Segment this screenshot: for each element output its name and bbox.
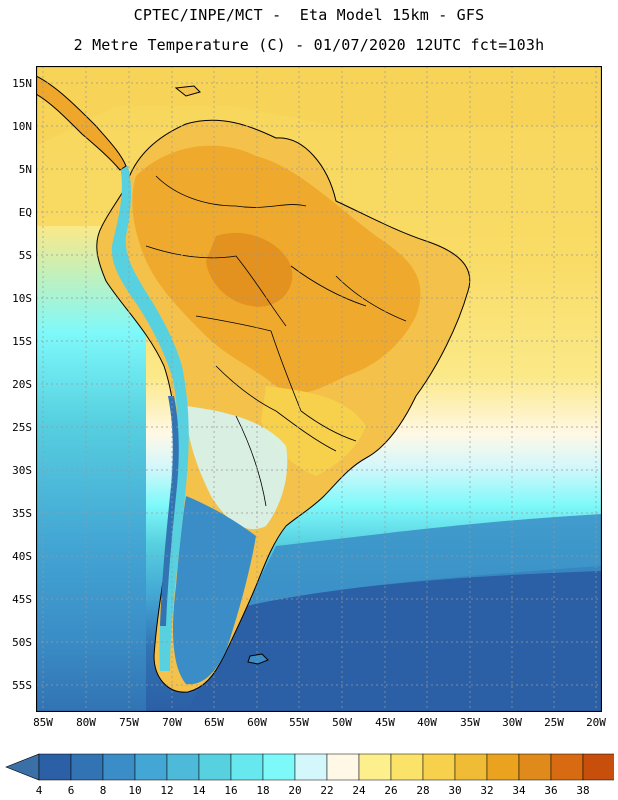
lat-label: 50S: [12, 636, 32, 649]
falkland-islands: [247, 653, 269, 665]
lon-label: 45W: [375, 716, 395, 729]
colorbar-swatch: [230, 753, 264, 781]
colorbar-swatch: [486, 753, 520, 781]
colorbar-swatch: [262, 753, 296, 781]
colorbar-tick: 22: [320, 784, 334, 797]
lat-label: 45S: [12, 593, 32, 606]
colorbar-swatch: [550, 753, 584, 781]
southern-mid-field: [246, 514, 602, 606]
lat-label: 10N: [12, 120, 32, 133]
map-frame: [36, 66, 602, 712]
colorbar-swatch: [134, 753, 168, 781]
lon-label: 35W: [460, 716, 480, 729]
colorbar-swatch: [70, 753, 104, 781]
lat-label: 35S: [12, 507, 32, 520]
caribbean-field: [36, 66, 602, 146]
pampa-cool-zone: [186, 406, 288, 530]
southern-cone-cold: [173, 496, 256, 685]
colorbar-tick: 36: [544, 784, 558, 797]
lat-label: 15N: [12, 77, 32, 90]
lon-label: 25W: [544, 716, 564, 729]
lon-label: 65W: [204, 716, 224, 729]
lon-label: 85W: [33, 716, 53, 729]
colorbar-tick: 4: [35, 784, 43, 797]
colorbar-swatch: [166, 753, 200, 781]
colorbar-tick: 28: [416, 784, 430, 797]
lat-label: 55S: [12, 679, 32, 692]
colorbar-tick: 18: [256, 784, 270, 797]
lat-label: EQ: [18, 206, 32, 219]
colorbar-swatch: [38, 753, 72, 781]
temperature-map: [36, 66, 602, 712]
colorbar-swatch: [102, 753, 136, 781]
colorbar-swatch: [294, 753, 328, 781]
lat-label: 40S: [12, 550, 32, 563]
lon-label: 75W: [119, 716, 139, 729]
hottest-spot: [206, 232, 293, 307]
colorbar: [5, 753, 614, 781]
lon-label: 55W: [289, 716, 309, 729]
lat-label: 10S: [12, 292, 32, 305]
colorbar-tick: 20: [288, 784, 302, 797]
colorbar-tick: 30: [448, 784, 462, 797]
lon-label: 50W: [332, 716, 352, 729]
colorbar-tick: 38: [576, 784, 590, 797]
lon-label: 20W: [586, 716, 606, 729]
southern-cold-field: [186, 566, 602, 712]
colorbar-tick: 32: [480, 784, 494, 797]
title-line-1: CPTEC/INPE/MCT - Eta Model 15km - GFS: [133, 6, 485, 24]
lat-label: 25S: [12, 421, 32, 434]
colorbar-swatch: [582, 753, 614, 781]
lon-label: 40W: [417, 716, 437, 729]
caribbean-islands: [174, 85, 201, 97]
colorbar-swatch: [454, 753, 488, 781]
lon-label: 80W: [76, 716, 96, 729]
colorbar-swatch: [198, 753, 232, 781]
colorbar-tick: 10: [128, 784, 142, 797]
title-line-2: 2 Metre Temperature (C) - 01/07/2020 12U…: [73, 36, 545, 54]
colorbar-tick: 12: [160, 784, 174, 797]
lon-label: 30W: [502, 716, 522, 729]
colorbar-swatch: [358, 753, 392, 781]
lon-label: 70W: [162, 716, 182, 729]
colorbar-under-arrow: [5, 753, 40, 781]
andes-core: [160, 396, 179, 626]
colorbar-tick: 8: [99, 784, 107, 797]
colorbar-swatch: [422, 753, 456, 781]
map-gridlines: [36, 66, 602, 712]
colorbar-tick: 14: [192, 784, 206, 797]
colorbar-tick: 16: [224, 784, 238, 797]
central-america-land: [36, 75, 127, 171]
country-borders: [145, 175, 407, 507]
lat-label: 30S: [12, 464, 32, 477]
lon-label: 60W: [247, 716, 267, 729]
lat-label: 5N: [18, 163, 32, 176]
colorbar-swatch: [518, 753, 552, 781]
lat-label: 20S: [12, 378, 32, 391]
southeast-mild-zone: [261, 386, 366, 476]
colorbar-swatch: [326, 753, 360, 781]
colorbar-swatch: [390, 753, 424, 781]
colorbar-tick: 26: [384, 784, 398, 797]
lat-label: 15S: [12, 335, 32, 348]
colorbar-tick: 34: [512, 784, 526, 797]
colorbar-tick: 6: [67, 784, 75, 797]
lat-label: 5S: [18, 249, 32, 262]
colorbar-tick: 24: [352, 784, 366, 797]
